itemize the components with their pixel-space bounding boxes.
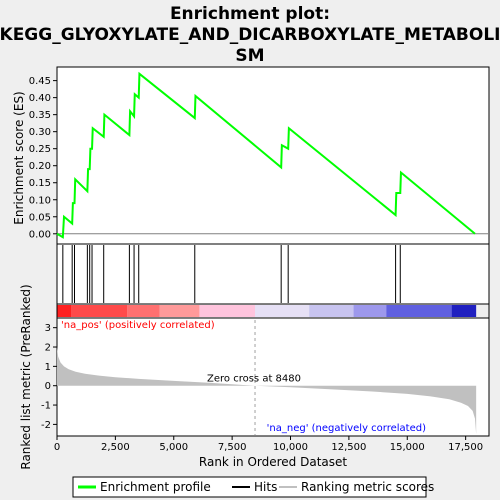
hit-markers bbox=[62, 245, 401, 303]
es-panel bbox=[56, 66, 490, 245]
metric-x-ticks: 0 2,500 5,000 7,500 10,000 12,500 15,000 17,500 bbox=[54, 436, 483, 453]
ranking-color-bar bbox=[57, 305, 477, 317]
color-bar-segment bbox=[309, 305, 354, 317]
enrichment-profile-line bbox=[56, 71, 476, 239]
x-tick-label: 15,000 bbox=[390, 442, 425, 453]
es-y-tick-label: 0.15 bbox=[29, 178, 51, 189]
color-bar-segment bbox=[57, 305, 72, 317]
chart-title-line-1: Enrichment plot: bbox=[170, 4, 330, 24]
x-tick-label: 7,500 bbox=[218, 442, 247, 453]
color-bar-segment bbox=[71, 305, 128, 317]
es-y-tick-label: 0.00 bbox=[29, 229, 51, 240]
x-axis-title: Rank in Ordered Dataset bbox=[199, 455, 347, 469]
es-y-ticks: 0.00 0.05 0.10 0.15 0.20 0.25 0.30 0.35 0.40 0.45 bbox=[29, 76, 57, 240]
es-y-tick-label: 0.20 bbox=[29, 161, 51, 172]
chart-title-line-2: KEGG_GLYOXYLATE_AND_DICARBOXYLATE_METABO… bbox=[0, 25, 500, 45]
color-bar-segment bbox=[353, 305, 387, 317]
metric-axis-title: Ranked list metric (PreRanked) bbox=[19, 284, 33, 469]
metric-y-tick-label: 0 bbox=[45, 381, 51, 392]
es-y-tick-label: 0.05 bbox=[29, 212, 51, 223]
zero-cross-label: Zero cross at 8480 bbox=[207, 374, 301, 385]
x-tick-label: 12,500 bbox=[331, 442, 366, 453]
es-y-tick-label: 0.10 bbox=[29, 195, 51, 206]
color-bar-segment bbox=[159, 305, 200, 317]
metric-y-tick-label: -1 bbox=[41, 401, 51, 412]
color-bar-segment bbox=[199, 305, 256, 317]
metric-panel bbox=[56, 317, 490, 437]
positive-correlation-label: 'na_pos' (positively correlated) bbox=[61, 320, 215, 331]
x-tick-label: 2,500 bbox=[101, 442, 130, 453]
color-bar-segment bbox=[127, 305, 160, 317]
x-tick-label: 0 bbox=[54, 442, 60, 453]
metric-y-tick-label: 3 bbox=[45, 323, 51, 334]
x-tick-label: 5,000 bbox=[159, 442, 188, 453]
chart-title-line-3: SM bbox=[235, 46, 264, 66]
es-y-tick-label: 0.25 bbox=[29, 144, 51, 155]
metric-y-tick-label: 1 bbox=[45, 362, 51, 373]
legend-hits-label: Hits bbox=[254, 480, 277, 494]
es-axis-title: Enrichment score (ES) bbox=[12, 91, 26, 224]
x-tick-label: 10,000 bbox=[273, 442, 308, 453]
metric-y-ticks: -2 -1 0 1 2 3 bbox=[41, 323, 57, 431]
x-tick-label: 17,500 bbox=[448, 442, 483, 453]
es-y-tick-label: 0.35 bbox=[29, 110, 51, 121]
metric-y-tick-label: -2 bbox=[41, 420, 51, 431]
legend-metric-label: Ranking metric scores bbox=[301, 480, 434, 494]
es-y-tick-label: 0.45 bbox=[29, 76, 51, 87]
legend-es-label: Enrichment profile bbox=[100, 480, 211, 494]
color-bar-segment bbox=[386, 305, 452, 317]
metric-y-tick-label: 2 bbox=[45, 343, 51, 354]
color-bar-segment bbox=[451, 305, 477, 317]
hits-panel bbox=[56, 243, 490, 305]
es-y-tick-label: 0.40 bbox=[29, 93, 51, 104]
negative-correlation-label: 'na_neg' (negatively correlated) bbox=[267, 423, 426, 434]
ranking-metric-area bbox=[57, 347, 477, 435]
es-y-tick-label: 0.30 bbox=[29, 127, 51, 138]
color-bar-segment bbox=[255, 305, 310, 317]
